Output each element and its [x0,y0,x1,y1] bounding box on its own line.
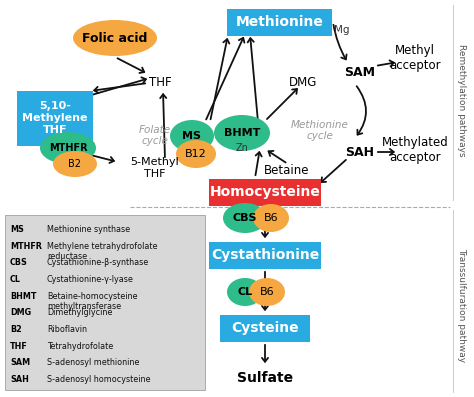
Ellipse shape [176,140,216,168]
Text: B2: B2 [69,159,82,169]
Text: Transsulfuration pathway: Transsulfuration pathway [457,248,466,362]
Text: Methionine synthase: Methionine synthase [47,225,130,234]
Text: S-adenosyl homocysteine: S-adenosyl homocysteine [47,375,151,384]
Text: cycle: cycle [142,136,168,146]
Text: Dimethylglycine: Dimethylglycine [47,308,112,317]
Ellipse shape [53,151,97,177]
Text: B12: B12 [185,149,207,159]
Text: SAM: SAM [345,66,375,79]
Text: Cystathionine-β-synthase: Cystathionine-β-synthase [47,258,149,267]
Text: SAH: SAH [346,145,374,158]
Text: THF: THF [10,342,28,351]
Text: DMG: DMG [289,75,317,89]
Text: B2: B2 [10,325,22,334]
Text: THF: THF [149,75,171,89]
Text: MTHFR: MTHFR [49,143,87,153]
Text: CL: CL [10,275,21,284]
Text: CL: CL [237,287,253,297]
Text: 5-Methyl
THF: 5-Methyl THF [131,157,179,179]
Text: MS: MS [10,225,24,234]
Text: MS: MS [182,131,201,141]
Text: Cystathionine-γ-lyase: Cystathionine-γ-lyase [47,275,134,284]
Text: Methyl
acceptor: Methyl acceptor [389,44,441,72]
Ellipse shape [249,278,285,306]
Text: BHMT: BHMT [10,292,36,301]
Text: Methylated
acceptor: Methylated acceptor [382,136,448,164]
Ellipse shape [214,115,270,151]
Text: CBS: CBS [10,258,28,267]
Bar [209,179,321,206]
Text: 5,10-
Methylene
THF: 5,10- Methylene THF [22,101,88,135]
Text: B6: B6 [264,213,278,223]
Ellipse shape [227,278,263,306]
Text: Zn: Zn [236,143,248,153]
Text: Riboflavin: Riboflavin [47,325,87,334]
Text: BHMT: BHMT [224,128,260,138]
Ellipse shape [73,20,157,56]
Ellipse shape [223,203,267,233]
Ellipse shape [253,204,289,232]
Bar [5,215,205,390]
Text: DMG: DMG [10,308,31,317]
Text: Folic acid: Folic acid [82,31,148,44]
Bar [17,91,93,145]
Text: Homocysteine: Homocysteine [210,185,320,199]
Text: Remethylation pathways: Remethylation pathways [457,44,466,156]
Text: B6: B6 [260,287,274,297]
Text: Folate: Folate [139,125,171,135]
Bar [228,8,332,35]
Text: Cystathionine: Cystathionine [211,248,319,262]
Ellipse shape [170,120,214,152]
Text: Cysteine: Cysteine [231,321,299,335]
Text: Betaine: Betaine [264,164,310,177]
Text: S-adenosyl methionine: S-adenosyl methionine [47,358,139,367]
Text: Sulfate: Sulfate [237,371,293,385]
Text: Methylene tetrahydrofolate
reductase: Methylene tetrahydrofolate reductase [47,242,157,261]
Text: MTHFR: MTHFR [10,242,42,251]
Text: SAH: SAH [10,375,29,384]
Bar [220,314,310,341]
Text: Tetrahydrofolate: Tetrahydrofolate [47,342,113,351]
Text: cycle: cycle [307,131,333,141]
Ellipse shape [40,132,96,164]
Bar [209,241,321,268]
Text: SAM: SAM [10,358,30,367]
Text: Betaine-homocysteine
methyltransferase: Betaine-homocysteine methyltransferase [47,292,137,311]
Text: Methionine: Methionine [236,15,324,29]
Text: Methionine: Methionine [291,120,349,130]
Text: Mg: Mg [334,25,349,35]
Text: CBS: CBS [233,213,257,223]
